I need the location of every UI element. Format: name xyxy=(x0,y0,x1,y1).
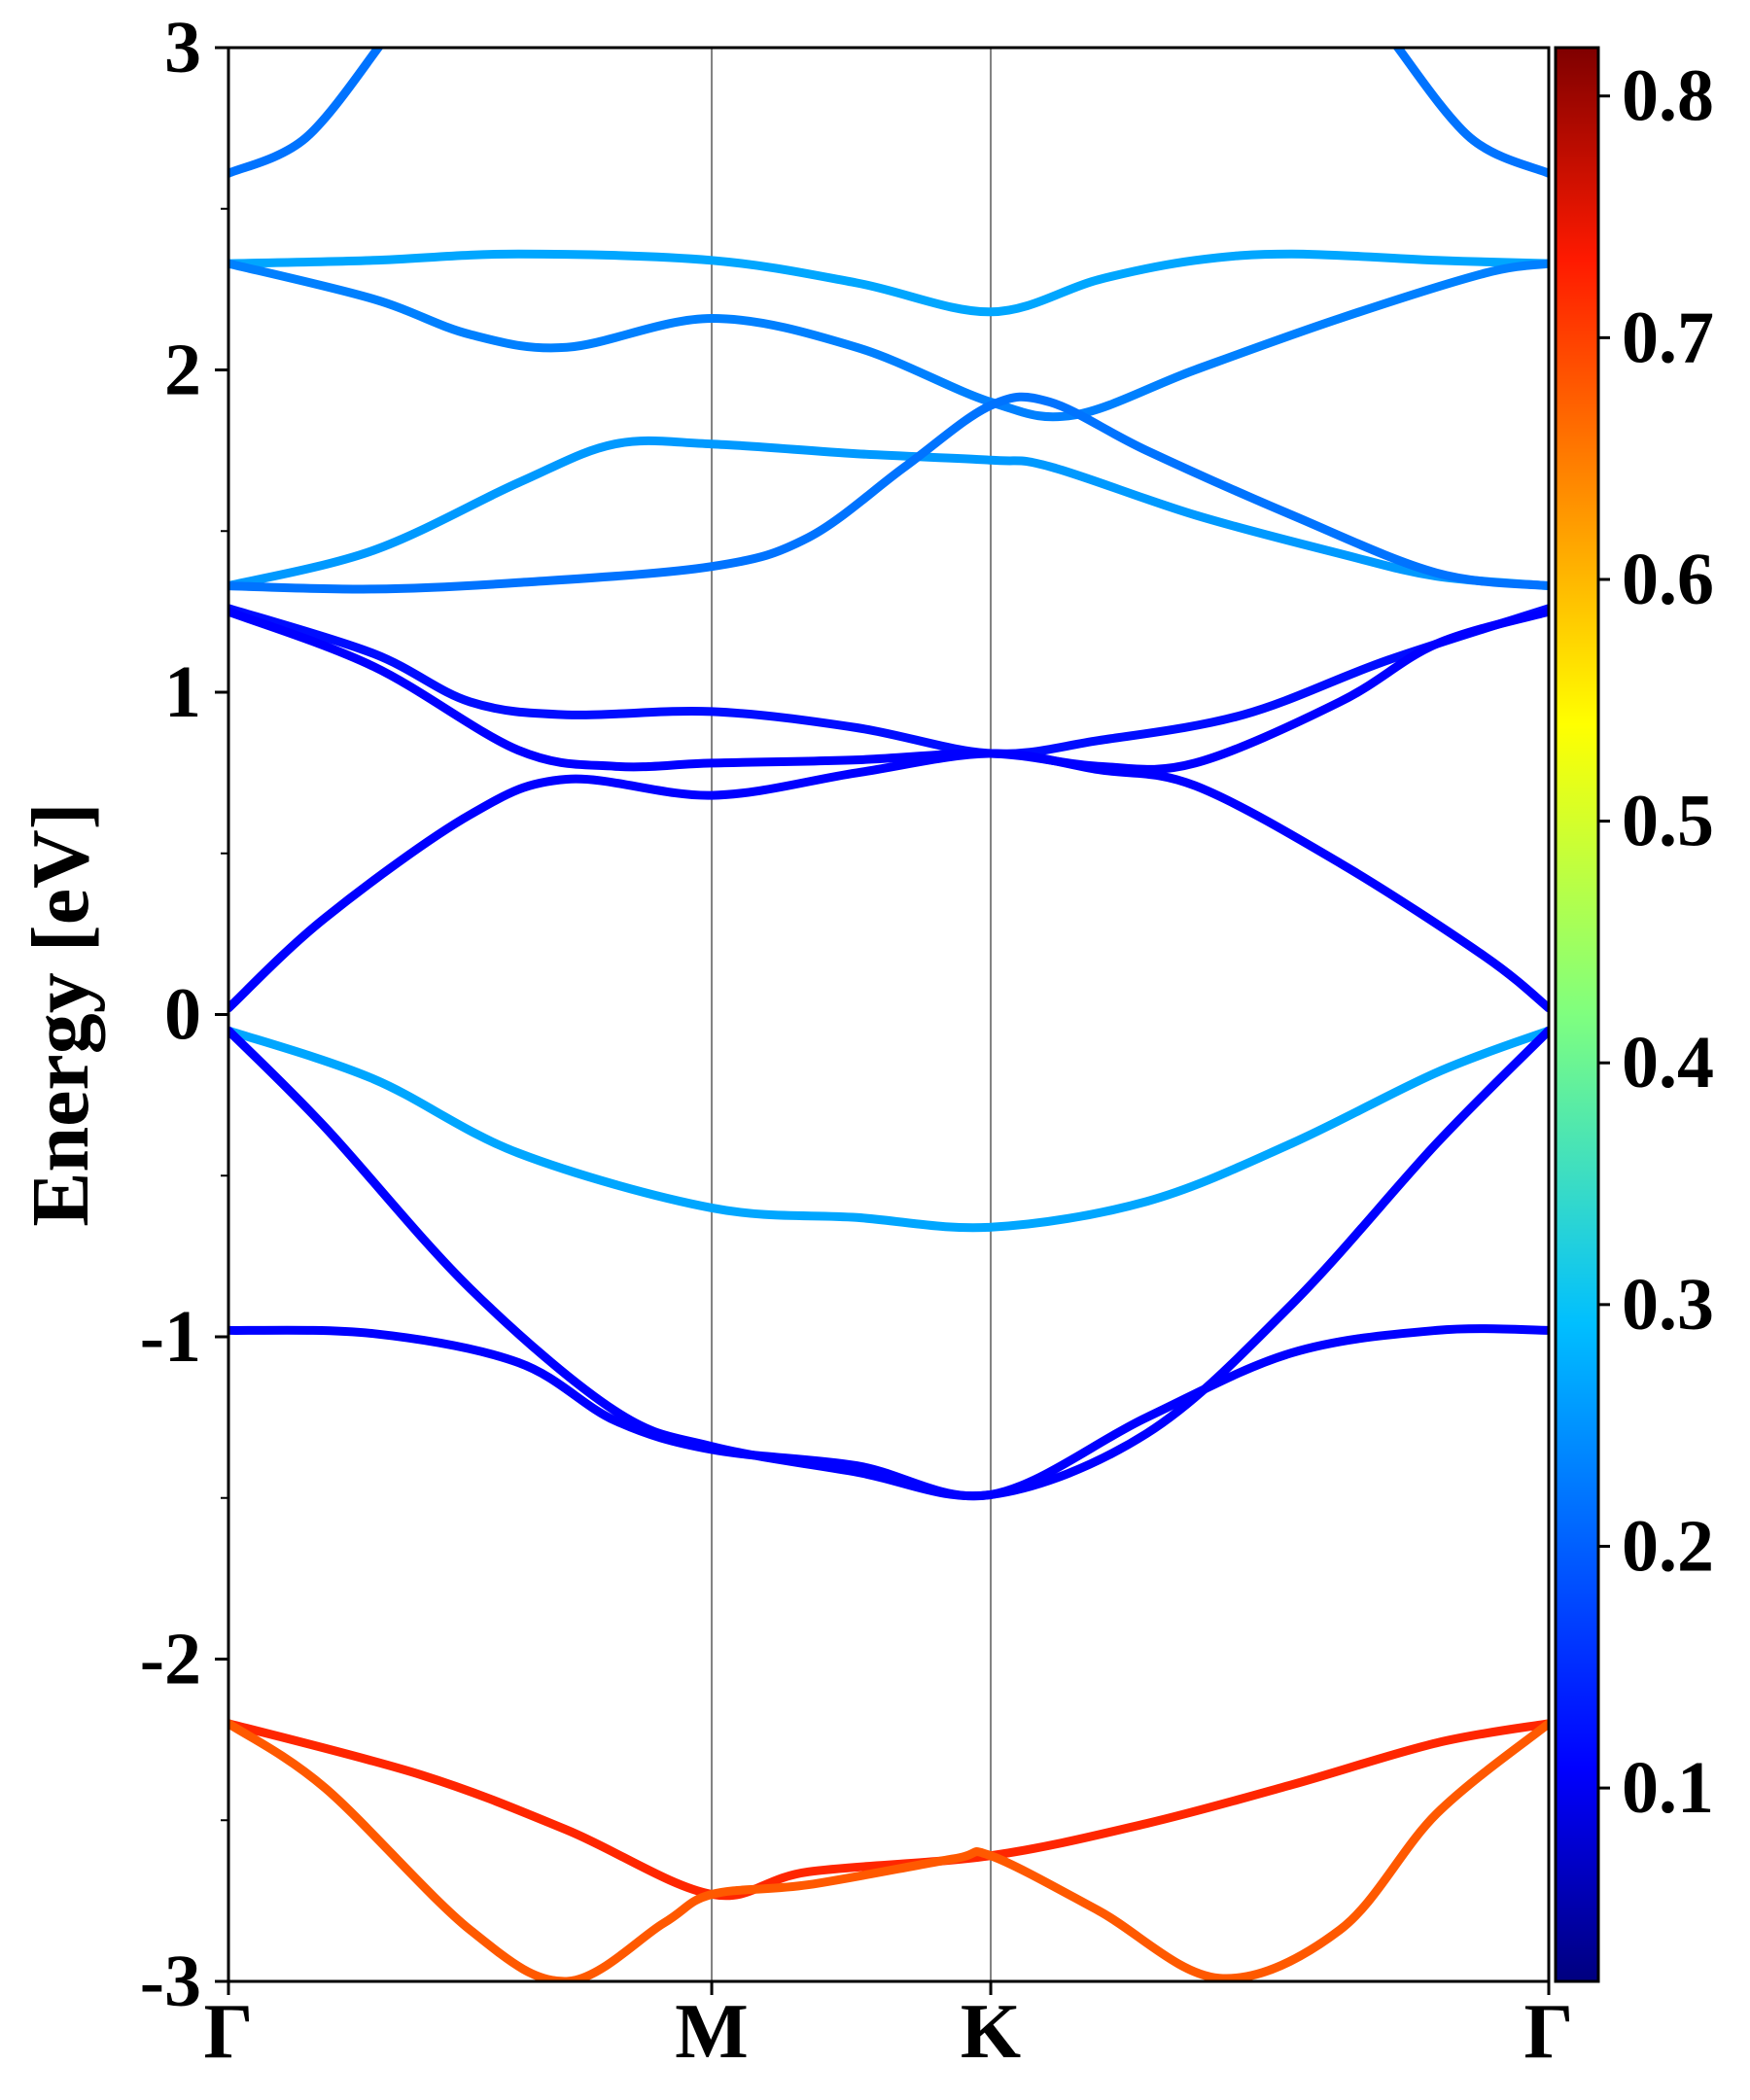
band-line-8 xyxy=(228,749,1549,1013)
y-tick-label: 2 xyxy=(164,330,201,411)
band-line-4 xyxy=(228,436,1549,591)
colorbar-tick-label: 0.3 xyxy=(1622,1264,1714,1346)
y-axis-label: Energy [eV] xyxy=(16,802,106,1226)
band-line-13 xyxy=(228,1719,1549,1981)
band-lines xyxy=(228,48,1549,1981)
x-tick-label: Γ xyxy=(204,1989,254,2075)
y-tick-label: -2 xyxy=(140,1619,201,1700)
band-line-0 xyxy=(228,48,384,178)
band-line-2 xyxy=(228,249,1549,317)
y-tick-label: 3 xyxy=(164,7,201,88)
band-line-5 xyxy=(228,392,1549,594)
high-symmetry-lines xyxy=(711,48,993,1981)
band-line-10 xyxy=(228,1026,1549,1501)
colorbar-tick-label: 0.1 xyxy=(1622,1747,1714,1829)
y-tick-label: 0 xyxy=(164,974,201,1056)
colorbar xyxy=(1554,46,1600,1983)
colorbar-tick-label: 0.2 xyxy=(1622,1505,1714,1587)
y-tick-label: -1 xyxy=(140,1296,201,1378)
colorbar-tick-label: 0.6 xyxy=(1622,539,1714,620)
colorbar-tick-label: 0.4 xyxy=(1622,1022,1714,1103)
band-line-11 xyxy=(228,1324,1549,1501)
band-line-12 xyxy=(228,1719,1549,1901)
x-tick-label: M xyxy=(675,1989,749,2075)
band-line-1 xyxy=(1392,48,1549,178)
y-axis: 3 2 1 0 -1 -2 -3 xyxy=(140,7,228,2022)
colorbar-tick-label: 0.7 xyxy=(1622,297,1714,378)
x-tick-label: K xyxy=(961,1989,1021,2075)
band-line-9 xyxy=(228,1026,1549,1233)
colorbar-ticks: 0.8 0.7 0.6 0.5 0.4 0.3 0.2 0.1 xyxy=(1598,55,1714,1829)
y-tick-label: 1 xyxy=(164,651,201,733)
colorbar-tick-label: 0.8 xyxy=(1622,55,1714,137)
band-line-6 xyxy=(228,604,1549,758)
band-line-3 xyxy=(228,259,1549,422)
colorbar-tick-label: 0.5 xyxy=(1622,781,1714,862)
x-tick-label: Γ xyxy=(1524,1989,1574,2075)
plot-frame xyxy=(227,46,1551,1983)
band-line-7 xyxy=(228,607,1549,774)
y-tick-label: -3 xyxy=(140,1941,201,2022)
